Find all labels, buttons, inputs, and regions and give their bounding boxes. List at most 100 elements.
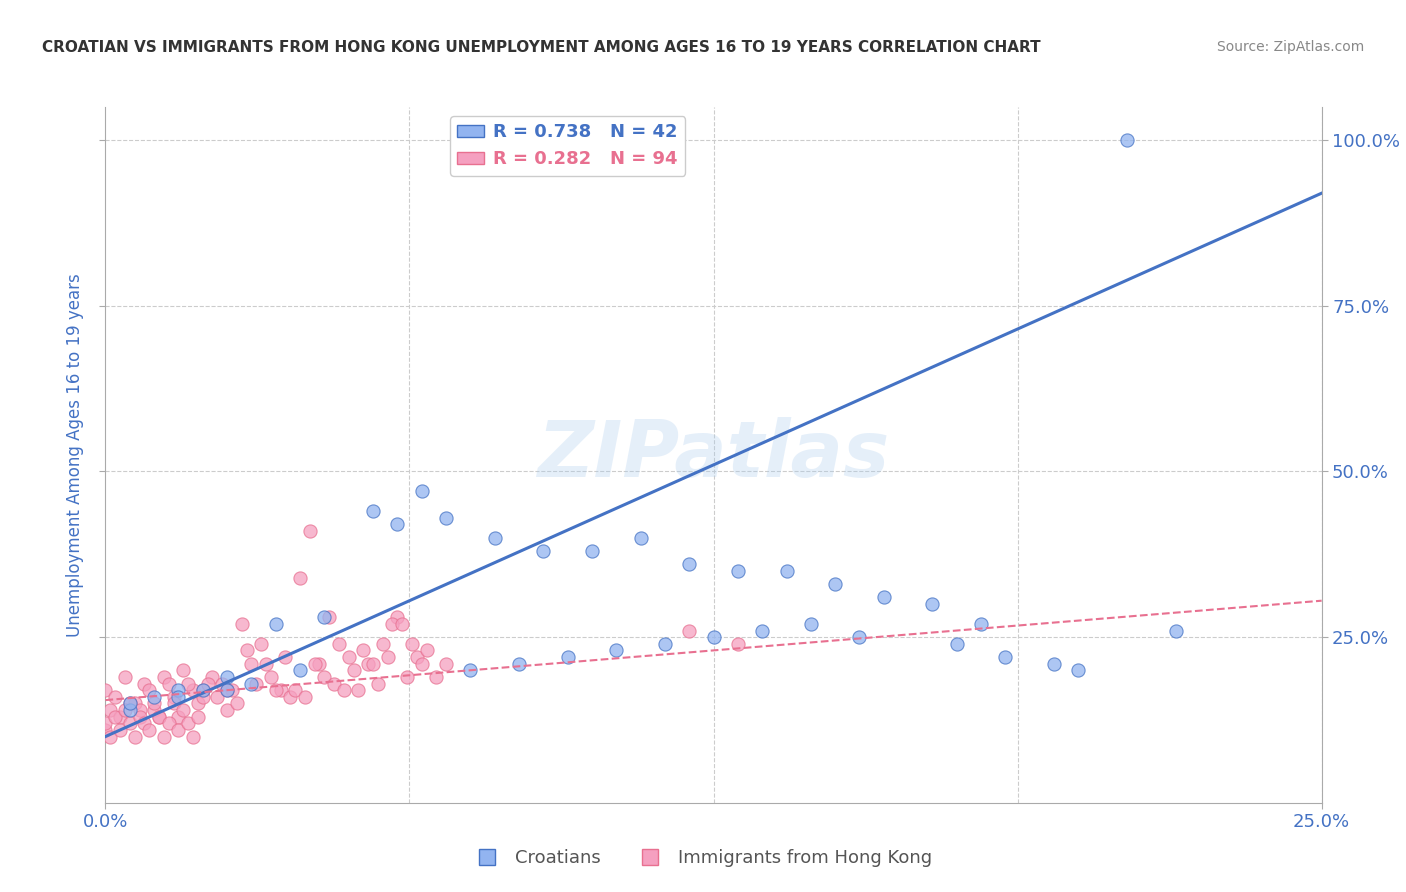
Point	[381, 616, 404, 631]
Point	[191, 683, 214, 698]
Point	[678, 624, 700, 638]
Point	[848, 630, 870, 644]
Point	[162, 690, 184, 704]
Point	[873, 591, 896, 605]
Point	[434, 657, 457, 671]
Point	[118, 716, 141, 731]
Point	[98, 730, 121, 744]
Point	[217, 683, 239, 698]
Point	[361, 657, 384, 671]
Point	[143, 690, 166, 704]
Point	[1164, 624, 1187, 638]
Point	[148, 709, 170, 723]
Point	[118, 703, 141, 717]
Point	[352, 643, 374, 657]
Point	[124, 697, 146, 711]
Point	[128, 709, 150, 723]
Point	[391, 616, 413, 631]
Point	[1043, 657, 1066, 671]
Point	[278, 690, 301, 704]
Point	[337, 650, 360, 665]
Point	[157, 676, 180, 690]
Point	[318, 610, 340, 624]
Point	[94, 723, 117, 737]
Point	[187, 697, 209, 711]
Point	[630, 531, 652, 545]
Point	[264, 616, 287, 631]
Point	[245, 676, 267, 690]
Legend: Croatians, Immigrants from Hong Kong: Croatians, Immigrants from Hong Kong	[467, 842, 939, 874]
Point	[371, 637, 394, 651]
Point	[415, 643, 437, 657]
Point	[304, 657, 326, 671]
Point	[775, 564, 797, 578]
Point	[702, 630, 725, 644]
Point	[254, 657, 277, 671]
Point	[288, 570, 311, 584]
Point	[235, 643, 257, 657]
Point	[284, 683, 307, 698]
Point	[367, 676, 389, 690]
Point	[387, 610, 409, 624]
Text: Source: ZipAtlas.com: Source: ZipAtlas.com	[1216, 40, 1364, 54]
Point	[172, 663, 194, 677]
Point	[298, 524, 321, 538]
Point	[118, 697, 141, 711]
Point	[114, 703, 136, 717]
Point	[434, 511, 457, 525]
Point	[921, 597, 943, 611]
Point	[148, 709, 170, 723]
Point	[727, 564, 749, 578]
Point	[377, 650, 399, 665]
Point	[217, 683, 239, 698]
Point	[94, 683, 117, 698]
Point	[217, 703, 239, 717]
Point	[357, 657, 380, 671]
Point	[333, 683, 356, 698]
Point	[134, 716, 156, 731]
Point	[98, 703, 121, 717]
Point	[153, 670, 176, 684]
Text: ZIPatlas: ZIPatlas	[537, 417, 890, 493]
Point	[240, 657, 263, 671]
Point	[678, 558, 700, 572]
Point	[751, 624, 773, 638]
Point	[328, 637, 350, 651]
Point	[411, 657, 433, 671]
Point	[361, 504, 384, 518]
Point	[167, 723, 190, 737]
Point	[260, 670, 283, 684]
Point	[221, 683, 243, 698]
Point	[557, 650, 579, 665]
Point	[347, 683, 370, 698]
Point	[654, 637, 676, 651]
Point	[314, 670, 336, 684]
Point	[108, 723, 131, 737]
Point	[177, 676, 200, 690]
Point	[201, 670, 224, 684]
Point	[288, 663, 311, 677]
Point	[172, 703, 194, 717]
Point	[104, 709, 127, 723]
Point	[134, 676, 156, 690]
Point	[970, 616, 993, 631]
Point	[128, 703, 150, 717]
Point	[167, 709, 190, 723]
Point	[167, 690, 190, 704]
Point	[1116, 133, 1139, 147]
Point	[727, 637, 749, 651]
Point	[114, 670, 136, 684]
Point	[143, 703, 166, 717]
Point	[187, 709, 209, 723]
Point	[225, 697, 247, 711]
Point	[108, 709, 131, 723]
Point	[191, 683, 214, 698]
Point	[945, 637, 967, 651]
Point	[484, 531, 506, 545]
Point	[270, 683, 292, 698]
Point	[264, 683, 287, 698]
Y-axis label: Unemployment Among Ages 16 to 19 years: Unemployment Among Ages 16 to 19 years	[66, 273, 84, 637]
Point	[143, 697, 166, 711]
Point	[207, 690, 229, 704]
Point	[401, 637, 423, 651]
